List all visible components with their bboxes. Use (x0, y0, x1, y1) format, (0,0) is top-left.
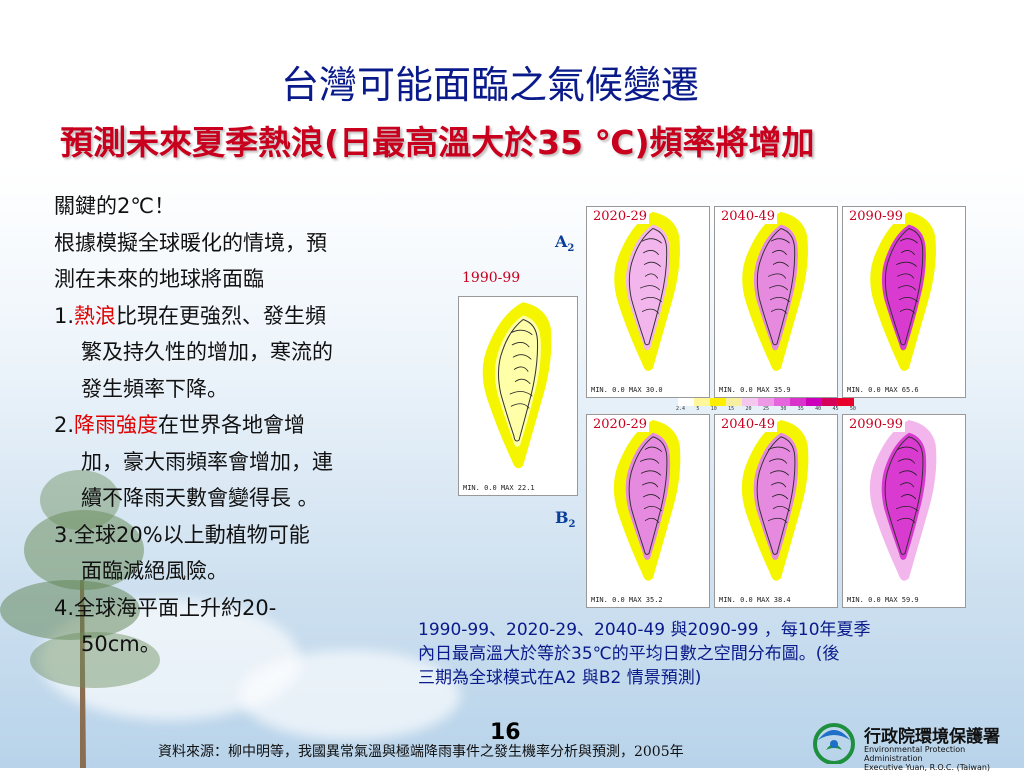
color-legend-swatch (726, 398, 742, 406)
color-legend-swatch (678, 398, 694, 406)
color-legend-tick: 15 (728, 406, 735, 412)
bullet-item-2: 2.降雨強度在世界各地會增 (54, 407, 434, 444)
map-panel: MIN. 0.0 MAX 22.1 (458, 296, 578, 496)
organization-name: 行政院環境保護署 (864, 727, 1000, 747)
epa-logo-icon (813, 723, 855, 764)
map-panel: 2040-49 MIN. 0.0 MAX 38.4 (714, 414, 838, 608)
bullet-item-4: 4.全球海平面上升約20- (54, 595, 277, 620)
taiwan-map (614, 211, 680, 371)
color-legend-swatch (742, 398, 758, 406)
taiwan-map (741, 419, 809, 581)
color-legend-swatch (838, 398, 854, 406)
taiwan-map (742, 211, 808, 371)
color-legend-tick: 30 (780, 406, 787, 412)
map-panel: 2020-29 MIN. 0.0 MAX 35.2 (586, 414, 710, 608)
map-minmax-text: MIN. 0.0 MAX 35.9 (719, 386, 791, 394)
map-panel: 2090-99 MIN. 0.0 MAX 59.9 (842, 414, 966, 608)
bullet-line: 關鍵的2℃！ (54, 194, 175, 218)
map-panel: 2020-29 MIN. 0.0 MAX 30.0 (586, 206, 710, 398)
map-period-label: 2090-99 (847, 417, 906, 432)
bullet-line: 50cm。 (81, 632, 161, 656)
map-panel: 2090-99 MIN. 0.0 MAX 65.6 (842, 206, 966, 398)
color-legend-tick: 40 (815, 406, 822, 412)
color-legend-swatch (758, 398, 774, 406)
bullet-number: 1. (54, 303, 75, 328)
taiwan-map (613, 419, 681, 581)
map-minmax-text: MIN. 0.0 MAX 22.1 (463, 484, 535, 492)
bullet-line: 續不降雨天數會變得長 。 (81, 486, 319, 510)
color-legend-swatch (774, 398, 790, 406)
scenario-a-label: A2 (555, 232, 575, 255)
color-legend-swatch (806, 398, 822, 406)
page-number: 16 (490, 720, 521, 745)
taiwan-map (869, 419, 937, 581)
color-legend-tick: 2.4 (676, 406, 686, 412)
color-legend-tick: 25 (762, 406, 769, 412)
tree-illustration (0, 470, 160, 768)
map-period-label: 2040-49 (719, 417, 778, 432)
color-legend-tick: 35 (797, 406, 804, 412)
figure-caption: 1990-99、2020-29、2040-49 與2090-99 ，每10年夏季… (418, 618, 978, 690)
map-minmax-text: MIN. 0.0 MAX 38.4 (719, 596, 791, 604)
bullet-line: 加，豪大雨頻率會增加，連 (81, 449, 333, 474)
taiwan-map (870, 211, 936, 371)
bullet-text: 比現在更強烈、發生頻 (116, 303, 327, 328)
baseline-period-label: 1990-99 (462, 270, 521, 286)
bullet-item-1: 1.熱浪比現在更強烈、發生頻 (54, 298, 434, 335)
source-citation: 資料來源：柳中明等，我國異常氣溫與極端降雨事件之發生機率分析與預測，2005年 (158, 744, 684, 760)
bullet-list: 關鍵的2℃！ 根據模擬全球暖化的情境，預 測在未來的地球將面臨 1.熱浪比現在更… (54, 188, 434, 663)
color-legend-tick: 20 (745, 406, 752, 412)
color-legend-tick: 45 (832, 406, 839, 412)
color-legend-swatch (822, 398, 838, 406)
highlight-text: 降雨強度 (74, 413, 159, 437)
map-minmax-text: MIN. 0.0 MAX 35.2 (591, 596, 663, 604)
bullet-line: 發生頻率下降。 (81, 376, 228, 401)
color-legend-bar (678, 398, 854, 406)
map-minmax-text: MIN. 0.0 MAX 65.6 (847, 386, 919, 394)
bullet-text: 在世界各地會增 (158, 413, 306, 437)
bullet-number: 2. (54, 413, 75, 437)
map-period-label: 2040-49 (719, 209, 778, 224)
slide-subtitle: 預測未來夏季熱浪(日最高溫大於35 ℃)頻率將增加 (60, 123, 815, 162)
bullet-line: 根據模擬全球暖化的情境，預 (54, 230, 327, 255)
slide-title: 台灣可能面臨之氣候變遷 (280, 63, 699, 107)
color-legend-swatch (790, 398, 806, 406)
bullet-line: 面臨滅絕風險。 (81, 559, 228, 583)
color-legend-tick: 50 (849, 406, 856, 412)
color-legend-ticks: 2.4 5 10 15 20 25 30 35 40 45 50 (676, 406, 856, 412)
color-legend-swatch (694, 398, 710, 406)
bullet-line: 繁及持久性的增加，寒流的 (81, 340, 333, 364)
map-panel: 2040-49 MIN. 0.0 MAX 35.9 (714, 206, 838, 398)
map-minmax-text: MIN. 0.0 MAX 30.0 (591, 386, 663, 394)
color-legend-tick: 5 (696, 406, 700, 412)
color-legend-swatch (710, 398, 726, 406)
bullet-line: 測在未來的地球將面臨 (54, 267, 264, 291)
map-period-label: 2090-99 (847, 209, 906, 224)
highlight-text: 熱浪 (74, 303, 117, 328)
map-period-label: 2020-29 (591, 209, 650, 224)
map-period-label: 2020-29 (591, 417, 650, 432)
scenario-b-label: B2 (555, 508, 576, 531)
bullet-item-3: 3.全球20%以上動植物可能 (54, 522, 310, 547)
background-cloud (240, 650, 460, 740)
caption-line: 1990-99、2020-29、2040-49 與2090-99 ，每10年夏季 (418, 620, 871, 640)
caption-line: 三期為全球模式在A2 與B2 情景預測) (418, 668, 702, 688)
map-minmax-text: MIN. 0.0 MAX 59.9 (847, 596, 919, 604)
taiwan-map (482, 302, 552, 469)
color-legend-tick: 10 (710, 406, 717, 412)
caption-line: 內日最高溫大於等於35℃的平均日數之空間分布圖。(後 (418, 644, 840, 664)
